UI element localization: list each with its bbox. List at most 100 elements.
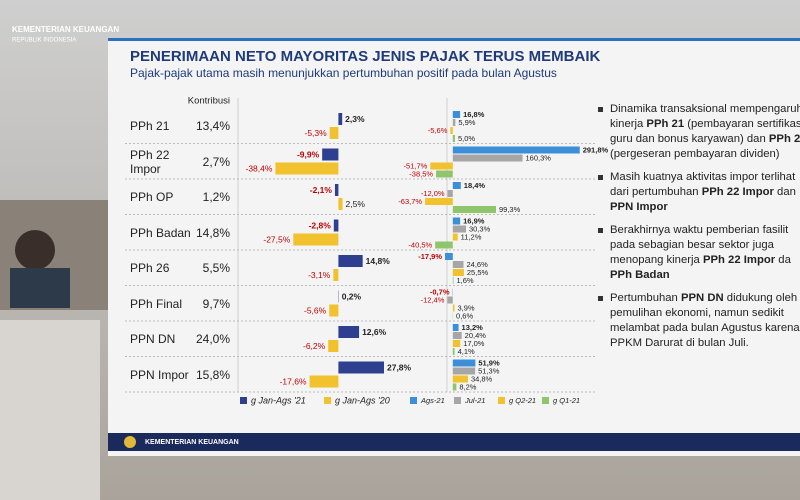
bar — [309, 375, 339, 388]
text: dari pertumbuhan — [610, 186, 702, 198]
bar — [338, 113, 343, 125]
text: menopang kinerja — [610, 254, 703, 266]
contribution: 1,2% — [202, 190, 230, 204]
slide-title: PENERIMAAN NETO MAYORITAS JENIS PAJAK TE… — [130, 48, 600, 65]
bar — [452, 269, 464, 276]
legend-label: g Q1-21 — [553, 396, 580, 405]
data-label: 16,9% — [463, 216, 485, 225]
bar — [452, 324, 459, 331]
slide-top-line — [108, 38, 800, 41]
presenter — [15, 230, 55, 270]
footer-bar — [108, 433, 800, 451]
slide-subtitle: Pajak-pajak utama masih menunjukkan pert… — [130, 66, 557, 80]
legend-swatch — [542, 397, 549, 404]
text: Berakhirnya waktu pemberian fasilit — [610, 224, 789, 236]
bar — [452, 146, 580, 154]
bar — [452, 154, 523, 162]
data-label: -51,7% — [404, 161, 428, 170]
data-label: 1,6% — [456, 276, 473, 285]
bar — [452, 233, 458, 241]
contribution: 14,8% — [195, 225, 230, 240]
bar — [338, 198, 343, 210]
text: PPh Badan — [610, 269, 670, 281]
data-label: 17,0% — [463, 339, 485, 348]
text: dan — [773, 186, 796, 198]
data-label: 2,3% — [345, 114, 365, 124]
bar — [447, 296, 453, 304]
data-label: 34,8% — [471, 374, 493, 383]
text: (pergeseran pembayaran dividen) — [610, 148, 780, 160]
row-label: PPh OP — [130, 190, 174, 204]
data-label: -5,6% — [428, 126, 448, 135]
bar — [452, 383, 457, 391]
data-label: -5,6% — [304, 305, 327, 315]
row-label: PPh 22 Impor — [130, 147, 170, 176]
text: pemulihan ekonomi, namun sedikit — [610, 307, 784, 319]
data-label: 5,9% — [458, 118, 475, 127]
legend-swatch — [410, 397, 417, 404]
legend-label: g Jan-Ags '21 — [251, 395, 306, 405]
data-label: 160,3% — [526, 153, 552, 162]
bar — [334, 184, 339, 196]
text: da — [775, 254, 791, 266]
data-label: 25,5% — [467, 268, 489, 277]
text: didukung oleh — [723, 292, 798, 304]
bar — [338, 361, 384, 374]
logo-text: REPUBLIK INDONESIA — [12, 38, 76, 44]
bar — [338, 326, 360, 338]
data-label: -6,2% — [303, 341, 326, 351]
legend-swatch — [498, 397, 505, 404]
bullet: Masih kuatnya aktivitas impor terlihat d… — [598, 170, 800, 215]
text: (pembayaran sertifikas — [684, 118, 800, 130]
row-label: PPN DN — [130, 332, 176, 346]
legend-label: Jul-21 — [464, 396, 485, 405]
text: Dinamika transaksional mempengaruh — [610, 103, 800, 115]
data-label: -0,7% — [430, 287, 450, 296]
contribution: 24,0% — [195, 332, 230, 346]
data-label: 24,6% — [467, 260, 489, 269]
bullet-list: Dinamika transaksional mempengaruh kiner… — [598, 102, 800, 359]
data-label: 3,9% — [457, 303, 474, 312]
data-label: 99,3% — [499, 205, 521, 214]
bar — [329, 304, 339, 317]
footer-logo — [124, 436, 136, 448]
text: Pertumbuhan — [610, 292, 681, 304]
bar — [452, 375, 468, 383]
podium — [0, 320, 100, 500]
data-label: -17,6% — [280, 376, 307, 386]
bar — [452, 182, 461, 189]
legend-swatch — [324, 397, 331, 404]
data-label: -9,9% — [297, 149, 320, 159]
text: melambat pada bulan Agustus karena — [610, 322, 800, 334]
data-label: -40,5% — [408, 240, 432, 249]
presenter — [10, 268, 70, 308]
contribution: 9,7% — [202, 296, 230, 311]
legend-label: g Jan-Ags '20 — [335, 395, 390, 405]
column-header: Kontribusi — [188, 96, 230, 107]
legend-label: Ags-21 — [420, 396, 445, 405]
bar — [452, 261, 464, 268]
data-label: -5,3% — [304, 128, 327, 138]
text: PPh 22 Impor — [702, 254, 776, 266]
text: PPKM Darurat di bulan Juli. — [610, 337, 749, 349]
text: PPN Impor — [610, 201, 668, 213]
bar — [430, 162, 453, 170]
bar — [333, 269, 339, 281]
data-label: -2,8% — [309, 220, 332, 230]
row-label: PPh 21 — [130, 119, 170, 133]
text: guru dan bonus karyawan) dan — [610, 133, 769, 145]
bar — [338, 255, 363, 267]
text: Masih kuatnya aktivitas impor terlihat — [610, 171, 796, 183]
bar — [425, 198, 453, 205]
contribution: 13,4% — [195, 119, 230, 133]
data-label: 14,8% — [366, 256, 391, 266]
data-label: 8,2% — [459, 382, 476, 391]
data-label: 18,4% — [464, 181, 486, 190]
text: pada sebagian besar sektor juga — [610, 239, 774, 251]
legend-label: g Q2-21 — [509, 396, 536, 405]
data-label: 51,3% — [478, 366, 500, 375]
row-label: PPN Impor — [130, 367, 189, 382]
bar — [293, 233, 339, 246]
bullet: Pertumbuhan PPN DN didukung oleh pemulih… — [598, 291, 800, 351]
